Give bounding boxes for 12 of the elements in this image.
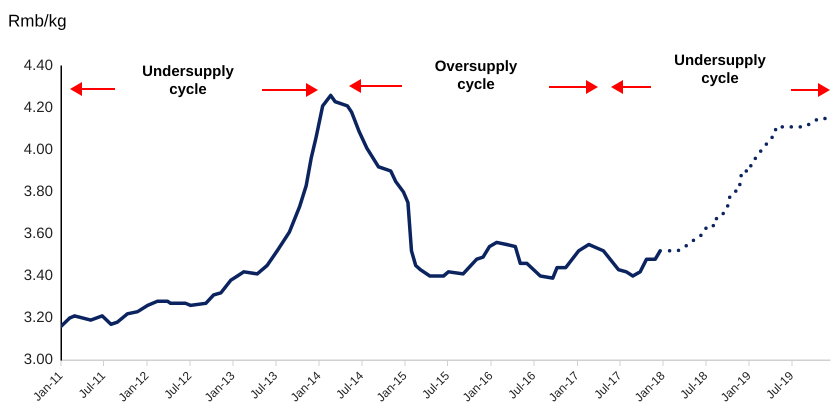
annotation: Undersupply cycle — [674, 52, 766, 88]
y-tick-label: 3.00 — [24, 351, 53, 368]
annotation: Undersupply cycle — [142, 63, 234, 98]
y-tick-label: 4.20 — [24, 99, 53, 116]
y-tick-label: 3.80 — [24, 183, 53, 200]
y-tick-label: 3.20 — [24, 309, 53, 326]
y-tick-label: 3.40 — [24, 267, 53, 284]
annotation: Oversupply cycle — [434, 58, 518, 94]
y-axis-title: Rmb/kg — [8, 12, 67, 31]
y-tick-label: 4.40 — [24, 57, 53, 74]
y-tick-label: 4.00 — [24, 141, 53, 158]
y-tick-label: 3.60 — [24, 225, 53, 242]
